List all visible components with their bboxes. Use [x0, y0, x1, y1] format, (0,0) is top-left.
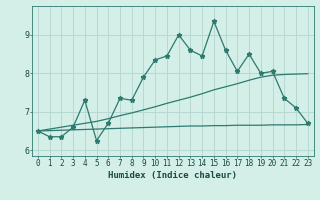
- X-axis label: Humidex (Indice chaleur): Humidex (Indice chaleur): [108, 171, 237, 180]
